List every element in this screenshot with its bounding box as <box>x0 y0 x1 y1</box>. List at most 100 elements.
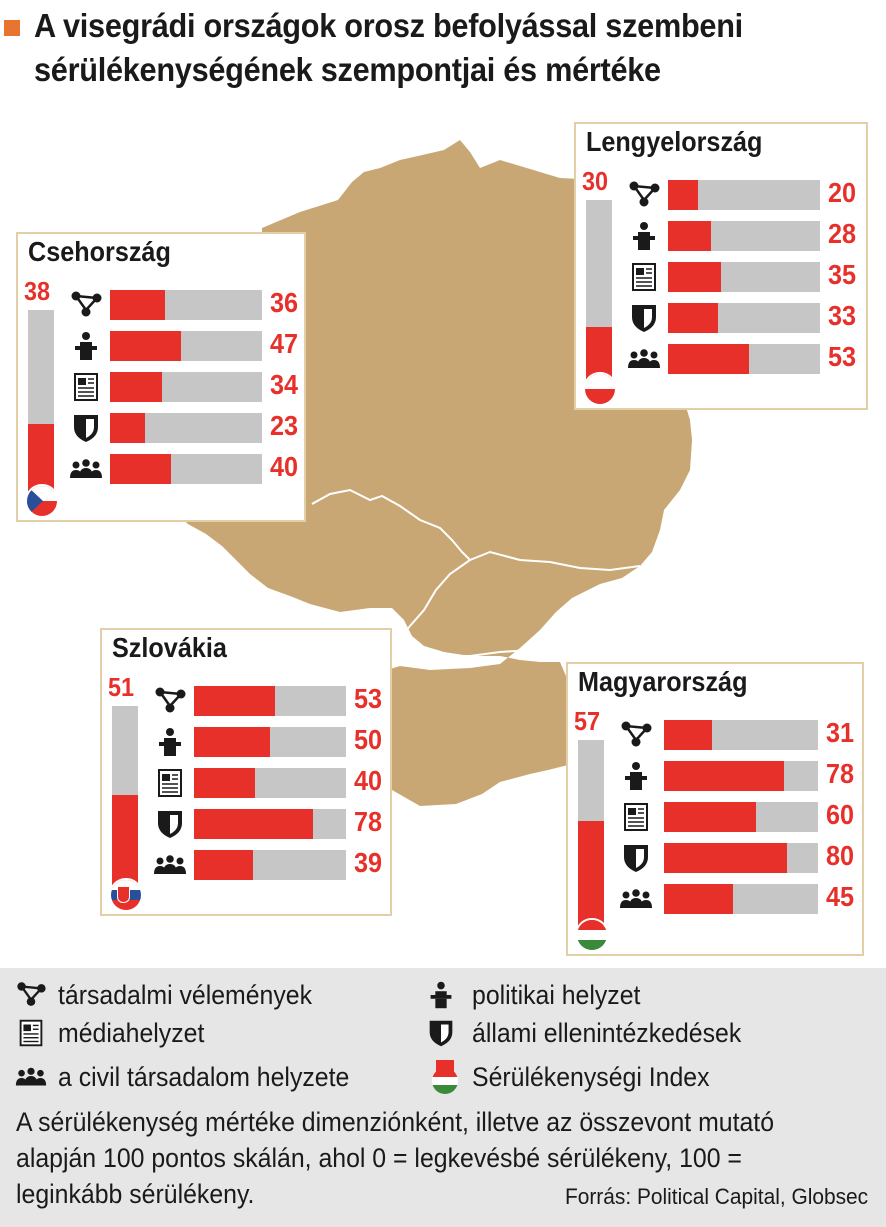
bar-value: 78 <box>354 806 383 837</box>
bar-track <box>664 720 818 750</box>
flag-index-icon <box>430 1060 460 1094</box>
bar-value: 33 <box>828 300 857 331</box>
bar-row: 20 <box>626 177 866 210</box>
czech-flag-icon <box>25 484 59 518</box>
bar-track <box>664 802 818 832</box>
bar-value: 39 <box>354 847 383 878</box>
legend-label: a civil társadalom helyzete <box>58 1062 350 1092</box>
country-panel: Magyarország 57 31 78 60 80 45 <box>566 662 864 956</box>
country-panel: Lengyelország 30 20 28 35 33 53 <box>574 122 868 410</box>
bar-value: 36 <box>270 287 299 318</box>
bar <box>664 802 757 832</box>
podium-icon <box>626 221 662 251</box>
bar-track <box>664 761 818 791</box>
newspaper-icon <box>152 768 188 798</box>
bar-track <box>110 290 262 320</box>
country-panel: Szlovákia 51 53 50 40 78 39 <box>100 628 392 916</box>
border-line <box>399 559 471 639</box>
bar-value: 23 <box>270 410 299 441</box>
bar-row: 40 <box>152 765 390 798</box>
bar-track <box>110 372 262 402</box>
newspaper-icon <box>68 372 104 402</box>
country-name: Magyarország <box>578 666 748 697</box>
bar <box>668 180 699 210</box>
bar <box>664 720 712 750</box>
bar-row: 50 <box>152 724 390 757</box>
country-name: Szlovákia <box>112 632 227 663</box>
bar-track <box>664 843 818 873</box>
poland-flag-icon <box>583 372 617 406</box>
bar-row: 60 <box>618 799 862 832</box>
source-text: Forrás: Political Capital, Globsec <box>564 1184 868 1209</box>
country-name: Lengyelország <box>586 126 763 157</box>
index-gauge <box>578 740 604 928</box>
podium-icon <box>618 761 654 791</box>
bar-track <box>668 180 820 210</box>
podium-icon <box>424 980 458 1010</box>
bar-track <box>194 768 346 798</box>
newspaper-icon <box>626 262 662 292</box>
bar-row: 23 <box>68 410 304 443</box>
bar <box>194 727 270 757</box>
podium-icon <box>152 727 188 757</box>
bar <box>110 413 145 443</box>
bar-value: 20 <box>828 177 857 208</box>
index-gauge <box>586 200 612 382</box>
country-panel: Csehország 38 36 47 34 23 40 <box>16 232 306 522</box>
bar-track <box>668 262 820 292</box>
bar <box>194 768 255 798</box>
bar-value: 28 <box>828 218 857 249</box>
network-icon <box>626 180 662 210</box>
bar <box>110 331 182 361</box>
shield-icon <box>68 413 104 443</box>
podium-icon <box>68 331 104 361</box>
bar-value: 47 <box>270 328 299 359</box>
bar-row: 78 <box>152 806 390 839</box>
bar-track <box>668 303 820 333</box>
bar-value: 60 <box>826 799 855 830</box>
legend-label: Sérülékenységi Index <box>472 1062 710 1092</box>
bar <box>194 850 254 880</box>
bar <box>194 686 275 716</box>
bar-track <box>194 727 346 757</box>
bar-track <box>110 454 262 484</box>
bar-value: 34 <box>270 369 299 400</box>
index-value: 51 <box>108 672 135 702</box>
network-icon <box>68 290 104 320</box>
bar-value: 40 <box>354 765 383 796</box>
bar-value: 45 <box>826 881 855 912</box>
bar <box>668 344 749 374</box>
legend-label: állami ellenintézkedések <box>472 1018 742 1048</box>
index-gauge-fill <box>578 820 604 928</box>
bar-row: 35 <box>626 259 866 292</box>
index-value: 38 <box>24 276 51 306</box>
hungary-flag-icon <box>575 918 609 952</box>
bar <box>110 372 162 402</box>
bar-track <box>668 344 820 374</box>
bar-row: 33 <box>626 300 866 333</box>
legend-label: társadalmi vélemények <box>58 980 313 1010</box>
bar <box>664 843 788 873</box>
bar-row: 53 <box>152 683 390 716</box>
bar-row: 53 <box>626 341 866 374</box>
index-gauge <box>28 310 54 494</box>
title-marker <box>4 20 20 36</box>
bar <box>664 884 734 914</box>
network-icon <box>14 980 48 1010</box>
bar-row: 28 <box>626 218 866 251</box>
country-name: Csehország <box>28 236 171 267</box>
bar-track <box>194 809 346 839</box>
chart-title: A visegrádi országok orosz befolyással s… <box>34 7 743 88</box>
bar-row: 47 <box>68 328 304 361</box>
slovakia-flag-icon <box>109 878 143 912</box>
bar <box>194 809 313 839</box>
index-gauge-fill <box>112 795 138 888</box>
people-icon <box>152 850 188 880</box>
bar-row: 45 <box>618 881 862 914</box>
index-value: 30 <box>582 166 609 196</box>
bar-track <box>110 413 262 443</box>
bar-row: 34 <box>68 369 304 402</box>
bar-track <box>194 850 346 880</box>
network-icon <box>618 720 654 750</box>
bar <box>110 290 165 320</box>
